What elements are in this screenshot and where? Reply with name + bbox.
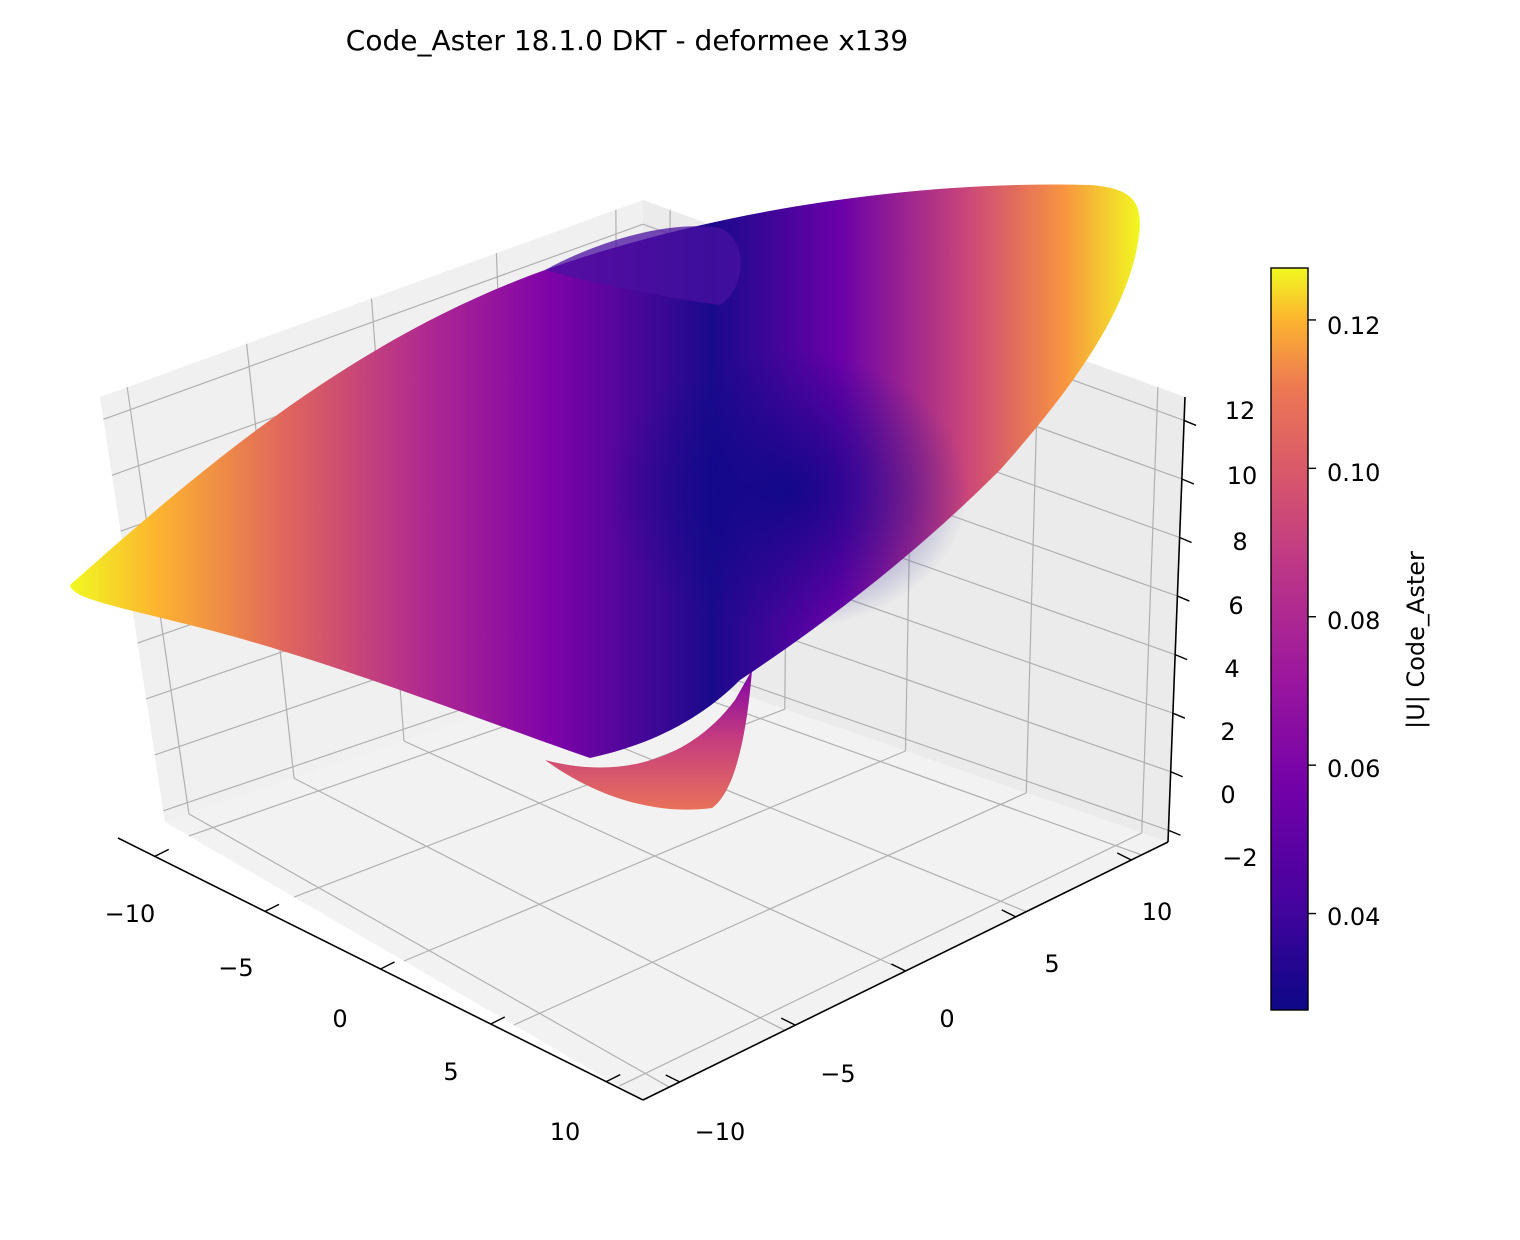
z-tick-labels: −2 0 2 4 6 8 10 12 xyxy=(1220,397,1257,872)
floor-pane xyxy=(165,660,1168,1100)
z-tick xyxy=(1183,419,1197,427)
grid-line xyxy=(103,223,644,420)
colorbar-gradient xyxy=(1270,267,1309,1011)
y-tick-label: 0 xyxy=(939,1005,954,1033)
colorbar: 0.04 0.06 0.08 0.10 0.12 |U| Code_Aster xyxy=(1270,267,1430,1011)
x-tick xyxy=(154,848,170,857)
x-tick-label: −5 xyxy=(218,954,253,982)
y-tick xyxy=(891,963,906,972)
z-tick-label: 8 xyxy=(1232,528,1247,556)
x-tick xyxy=(264,903,280,912)
z-tick-label: 10 xyxy=(1227,462,1258,490)
y-tick-label: −5 xyxy=(820,1060,855,1088)
colorbar-ticks xyxy=(1308,319,1316,915)
x-tick-label: −10 xyxy=(105,900,156,928)
grid-line xyxy=(403,740,906,972)
x-tick-label: 5 xyxy=(443,1058,458,1086)
z-tick xyxy=(1181,478,1195,485)
x-tick-label: 0 xyxy=(332,1005,347,1033)
surface-plot xyxy=(70,184,1140,810)
x-tick xyxy=(380,961,395,970)
surface-dark-core xyxy=(500,270,1020,670)
y-tick xyxy=(1001,909,1017,918)
y-tick-label: 5 xyxy=(1044,950,1059,978)
z-tick xyxy=(1179,536,1192,544)
z-tick xyxy=(1170,771,1183,778)
y-tick-label: 10 xyxy=(1142,898,1173,926)
z-tick-label: −2 xyxy=(1222,844,1257,872)
colorbar-tick-label: 0.10 xyxy=(1327,459,1380,487)
y-tick-label: −10 xyxy=(695,1118,746,1146)
z-tick-label: 12 xyxy=(1225,397,1256,425)
x-tick xyxy=(490,1016,506,1025)
z-tick-label: 4 xyxy=(1224,655,1239,683)
colorbar-tick-label: 0.04 xyxy=(1327,903,1380,931)
colorbar-tick-label: 0.12 xyxy=(1327,312,1380,340)
grid-line xyxy=(618,832,1143,1087)
surface-top-fold xyxy=(545,226,741,305)
grid-line xyxy=(513,792,1027,1026)
chart-title: Code_Aster 18.1.0 DKT - deformee x139 xyxy=(346,24,908,57)
y-tick xyxy=(665,1074,681,1083)
colorbar-label: |U| Code_Aster xyxy=(1402,551,1430,729)
colorbar-tick-label: 0.08 xyxy=(1327,607,1380,635)
z-tick xyxy=(1168,829,1181,836)
y-tick-labels: −10 −5 0 5 10 xyxy=(695,898,1173,1146)
y-tick xyxy=(780,1017,796,1026)
z-tick xyxy=(1177,595,1190,602)
z-tick-label: 2 xyxy=(1220,718,1235,746)
x-tick xyxy=(605,1074,621,1083)
grid-line xyxy=(1141,387,1159,833)
y-tick xyxy=(1116,852,1132,861)
z-tick-label: 0 xyxy=(1220,781,1235,809)
axis-ticks xyxy=(154,419,1197,1083)
z-tick-label: 6 xyxy=(1228,592,1243,620)
surface-underside-flap xyxy=(545,670,752,810)
z-tick xyxy=(1174,653,1188,661)
x-tick-label: 10 xyxy=(550,1118,581,1146)
colorbar-tick-label: 0.06 xyxy=(1327,755,1380,783)
z-tick xyxy=(1172,712,1186,719)
x-tick-labels: −10 −5 0 5 10 xyxy=(105,900,581,1146)
